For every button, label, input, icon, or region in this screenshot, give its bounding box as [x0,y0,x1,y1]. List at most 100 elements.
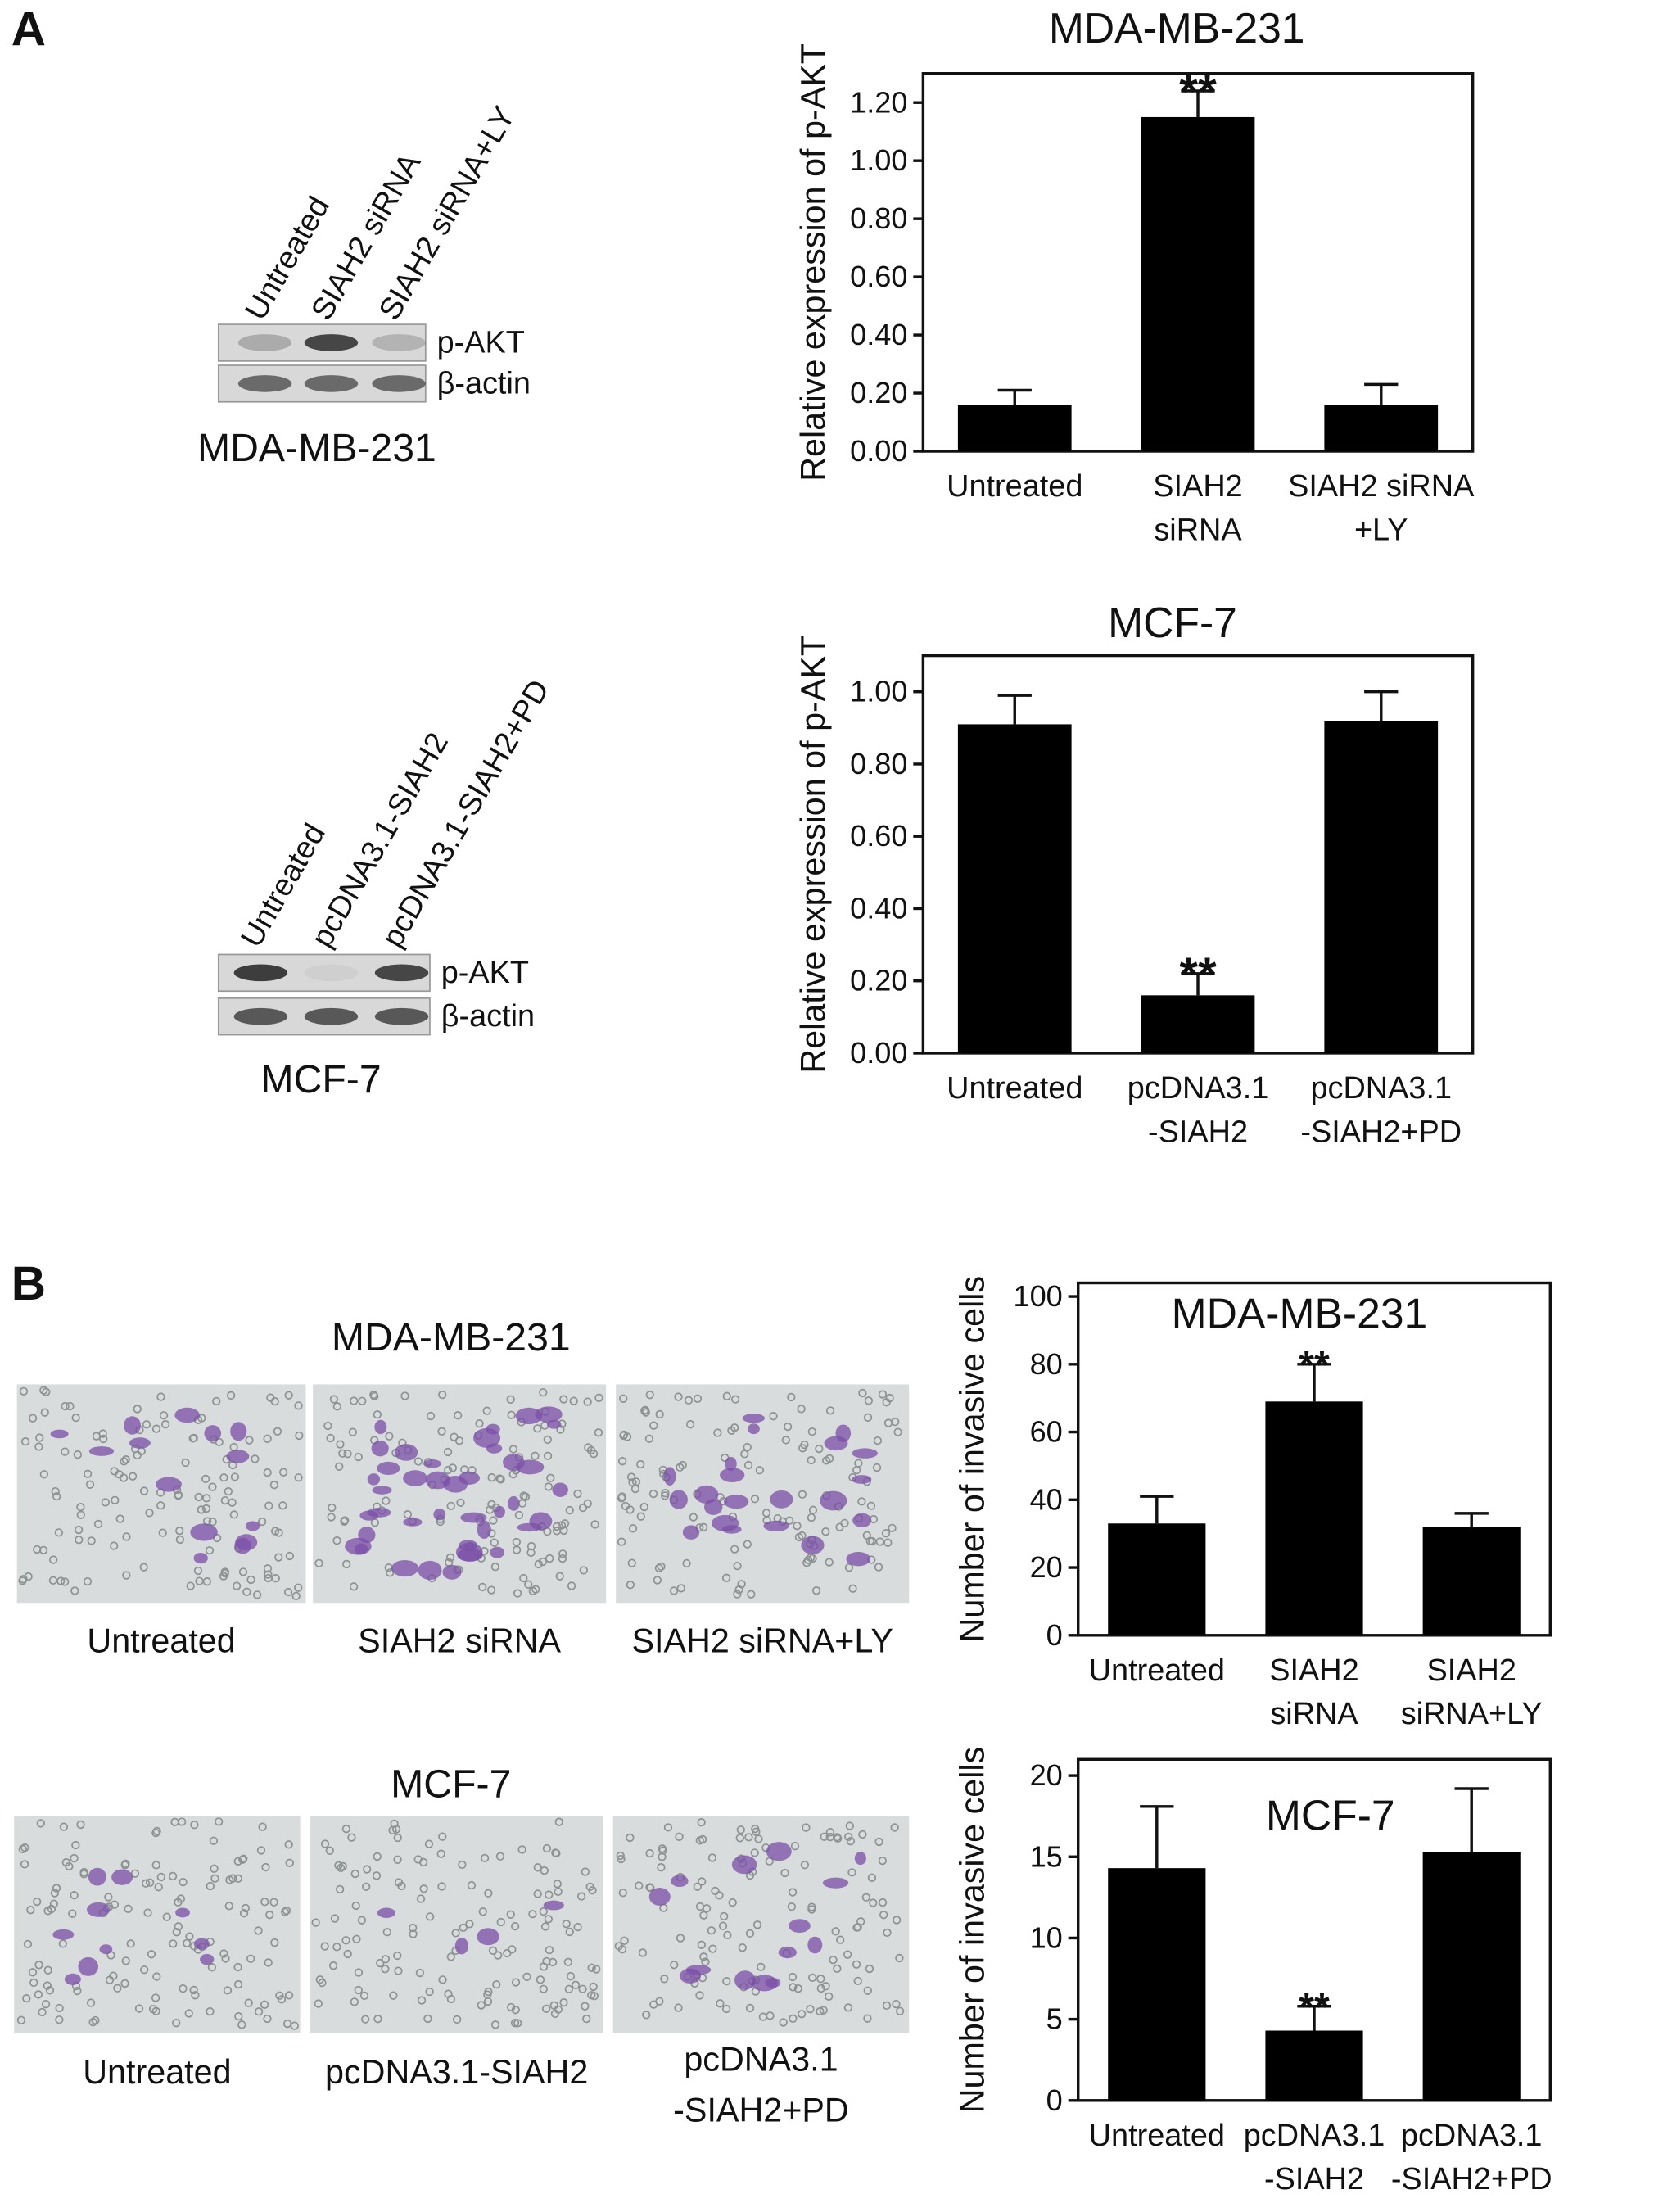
cell [372,1871,382,1880]
cell [385,1432,394,1441]
stained-cell [720,1468,745,1482]
cell [820,1832,829,1841]
cell [657,1562,666,1572]
cell [265,1910,274,1920]
band-label: β-actin [441,999,535,1034]
y-tick-label: 10 [1030,1920,1063,1954]
bar [1324,721,1439,1053]
cell [571,1980,581,1989]
stained-cell [234,1537,251,1554]
cell [424,1839,434,1848]
cell [494,1951,503,1960]
stained-cell [648,1888,671,1906]
cell [294,1473,303,1482]
cell [238,1567,248,1576]
cell [24,1572,33,1581]
stained-cell [359,1510,379,1521]
stained-cell [433,1509,446,1521]
cell [747,1590,756,1599]
cell [713,1428,722,1437]
stained-cell [124,1416,142,1435]
cell [554,1817,563,1826]
cell [145,1878,155,1887]
cell [858,1830,867,1839]
cell [252,1590,262,1599]
cell [585,1882,594,1892]
cell [563,1957,573,1966]
stained-cell [367,1473,381,1486]
stained-cell [418,1560,442,1581]
cell [104,1893,113,1902]
cell [459,1923,468,1933]
cell [209,1836,219,1845]
cell [489,1516,498,1525]
bar [1324,405,1439,452]
cell [531,1451,540,1460]
cell [565,1927,574,1937]
cell [195,1576,204,1585]
cell [863,1986,872,1995]
cell [648,1489,658,1499]
cell [769,1412,778,1421]
cell [507,2002,516,2012]
micrograph-caption: Untreated [87,1622,235,1659]
cell [522,1972,531,1981]
cell [541,2004,551,2014]
cell [151,1993,160,2002]
cell [856,1917,865,1926]
cell [626,1833,635,1843]
cell [490,1538,499,1547]
cell [168,1871,178,1881]
cell [91,2015,100,2025]
cell [74,1525,84,1535]
cell [92,1432,101,1441]
cell [658,1844,667,1853]
cell [544,1482,554,1491]
cell [70,1853,79,1863]
cell [273,1427,282,1436]
cell [347,1833,356,1842]
cell [676,1584,685,1593]
cell [282,2019,292,2029]
cell [492,1980,501,1989]
cell [521,1492,531,1501]
cell [169,1939,178,1948]
cell [124,1904,133,1913]
cell [175,1535,185,1545]
cell [873,1436,883,1445]
cell [409,1929,418,1938]
cell [755,1466,765,1475]
cell [552,1522,562,1531]
cell [238,1855,247,1864]
cell [415,1968,425,1978]
y-tick-label: 1.00 [850,143,907,177]
cell [780,1868,789,1878]
cell [134,2004,144,2013]
cell [34,1990,43,1999]
cell [49,1555,58,1564]
stained-cell [193,1552,208,1564]
cell [388,1825,397,1835]
cell [270,1938,279,1947]
cell [55,2003,64,2013]
cell [816,1984,825,1993]
cell [564,1984,573,1993]
cell [394,1966,403,1975]
cell [638,1948,648,1957]
x-tick-label: SIAH2 [1426,1653,1516,1688]
y-tick-label: 0.60 [850,260,907,293]
cell [617,1457,627,1466]
cell [133,1450,142,1460]
cell [825,1992,834,2001]
cell [239,1909,249,1918]
cell [514,1510,524,1520]
cell [833,1964,842,1974]
cell [752,1827,761,1836]
cell [99,1434,108,1444]
cell [789,1983,798,1992]
cell [382,1928,391,1937]
cell [735,1834,744,1843]
cell [426,1411,436,1421]
cell [467,1880,477,1890]
cell [189,1433,198,1443]
